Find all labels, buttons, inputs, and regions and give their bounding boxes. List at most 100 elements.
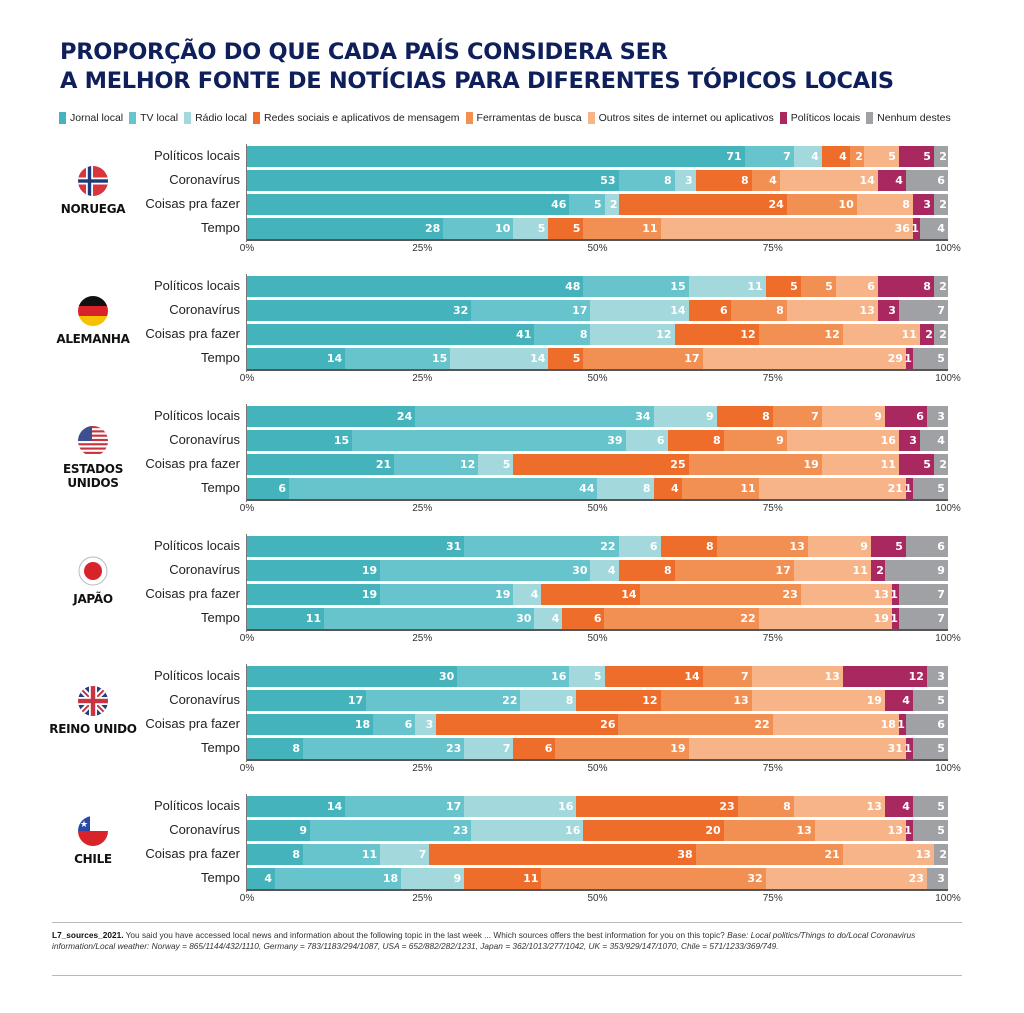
data-label: 18 <box>880 718 896 731</box>
category-label: Coronavírus <box>169 432 240 447</box>
data-label: 8 <box>292 848 301 861</box>
data-label: 1 <box>904 742 912 755</box>
bar-segment: 14 <box>590 300 689 321</box>
bar-segment: 20 <box>583 820 724 841</box>
bar-segment: 29 <box>702 348 906 369</box>
data-label: 5 <box>790 280 798 293</box>
legend-item: Redes sociais e aplicativos de mensagem <box>253 112 460 124</box>
data-label: 10 <box>838 198 854 211</box>
bar-segment: 19 <box>380 584 514 605</box>
x-tick-label: 75% <box>762 373 783 384</box>
data-label: 19 <box>670 742 686 755</box>
x-tick-label: 25% <box>412 763 433 774</box>
bar-segment: 18 <box>247 714 374 735</box>
legend-swatch <box>253 112 261 124</box>
bar-segment: 4 <box>793 146 822 167</box>
data-label: 4 <box>902 694 910 707</box>
data-label: 13 <box>796 824 812 837</box>
bar-segment: 22 <box>366 690 521 711</box>
data-label: 13 <box>859 304 875 317</box>
bar-segment: 5 <box>912 348 948 369</box>
data-label: 19 <box>803 458 819 471</box>
x-tick-label: 50% <box>587 633 608 644</box>
bar-segment: 15 <box>583 276 689 297</box>
stacked-bar: 8 23 7 6 19 31 1 5 <box>247 738 948 759</box>
data-label: 5 <box>923 458 931 471</box>
bar-segment: 3 <box>926 666 948 687</box>
bar-segment: 71 <box>247 146 745 167</box>
bar-segment: 11 <box>842 324 920 345</box>
bar-segment: 5 <box>548 348 584 369</box>
data-label: 5 <box>923 150 931 163</box>
bar-segment: 5 <box>513 218 549 239</box>
category-label: Coronavírus <box>169 692 240 707</box>
data-label: 3 <box>923 198 931 211</box>
data-label: 1 <box>897 718 905 731</box>
category-label: Políticos locais <box>154 278 240 293</box>
x-tick-label: 100% <box>935 763 961 774</box>
data-label: 5 <box>937 352 945 365</box>
stacked-bar: 24 34 9 8 7 9 6 3 <box>247 406 948 427</box>
data-label: 14 <box>684 670 700 683</box>
data-label: 5 <box>895 540 903 553</box>
y-axis-line <box>246 664 247 762</box>
bar-segment: 1 <box>890 584 899 605</box>
category-label: Políticos locais <box>154 148 240 163</box>
bar-segment: 16 <box>786 430 899 451</box>
bar-segment: 12 <box>758 324 843 345</box>
data-label: 13 <box>789 540 805 553</box>
bar-segment: 28 <box>247 218 444 239</box>
data-label: 23 <box>908 872 924 885</box>
data-label: 4 <box>551 612 560 625</box>
data-label: 3 <box>937 410 945 423</box>
data-label: 23 <box>719 800 735 813</box>
bar-segment: 14 <box>604 666 703 687</box>
data-label: 16 <box>551 670 567 683</box>
category-label: Políticos locais <box>154 798 240 813</box>
category-label: Tempo <box>200 870 240 885</box>
legend-item: Jornal local <box>59 112 123 124</box>
data-label: 14 <box>326 800 343 813</box>
bar-segment: 5 <box>912 738 948 759</box>
footnote-bottom-rule <box>52 975 962 976</box>
data-label: 12 <box>824 328 840 341</box>
data-label: 3 <box>937 872 945 885</box>
bar-segment: 8 <box>520 690 577 711</box>
bar-segment: 32 <box>247 300 472 321</box>
bar-segment: 8 <box>695 170 752 191</box>
legend: Jornal local TV local Rádio local Redes soc… <box>59 112 957 124</box>
x-tick-label: 50% <box>587 503 608 514</box>
data-label: 29 <box>887 352 903 365</box>
data-label: 3 <box>888 304 896 317</box>
data-label: 7 <box>418 848 427 861</box>
chile-flag-icon: ★ <box>78 816 108 846</box>
stacked-bar: 19 30 4 8 17 11 2 9 <box>247 560 948 581</box>
country-label: CHILE <box>74 852 112 866</box>
data-label: 12 <box>908 670 924 683</box>
data-label: 4 <box>895 174 903 187</box>
data-label: 21 <box>375 458 392 471</box>
bar-segment: 23 <box>765 868 927 889</box>
x-axis-line <box>247 759 948 761</box>
data-label: 6 <box>656 434 665 447</box>
country-label: ESTADOS UNIDOS <box>62 462 124 490</box>
data-label: 4 <box>937 434 945 447</box>
bar-segment: 13 <box>660 690 752 711</box>
legend-label: Outros sites de internet ou aplicativos <box>598 112 774 124</box>
bar-segment: 4 <box>919 218 948 239</box>
bar-segment: 2 <box>849 146 864 167</box>
data-label: 5 <box>502 458 511 471</box>
legend-label: TV local <box>140 112 179 124</box>
bar-segment: 7 <box>380 844 430 865</box>
x-tick-label: 25% <box>412 893 433 904</box>
bar-segment: 8 <box>730 300 787 321</box>
category-label: Políticos locais <box>154 668 240 683</box>
data-label: 6 <box>649 540 658 553</box>
data-label: 7 <box>937 612 945 625</box>
data-label: 15 <box>670 280 686 293</box>
category-label: Tempo <box>200 350 240 365</box>
bar-segment: 24 <box>247 406 416 427</box>
bar-segment: 11 <box>688 276 766 297</box>
y-axis-line <box>246 274 247 372</box>
bar-segment: 1 <box>890 608 899 629</box>
